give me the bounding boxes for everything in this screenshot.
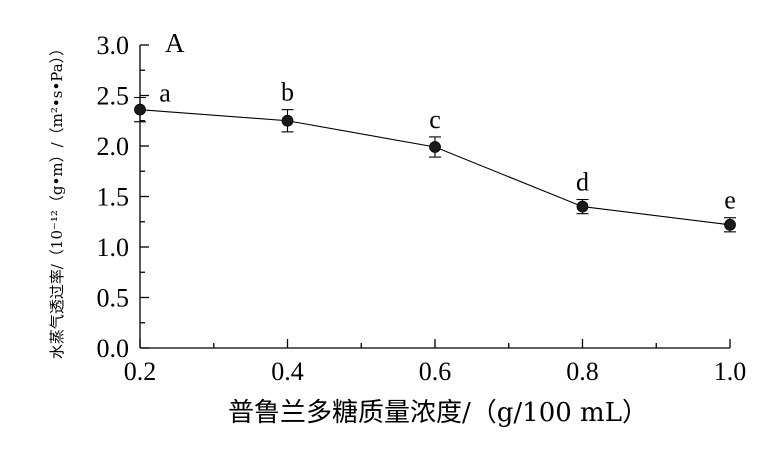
y-tick-label: 0.5 [97, 284, 130, 313]
significance-label: a [159, 79, 171, 108]
x-axis-title: 普鲁兰多糖质量浓度/（g/100 mL） [228, 398, 648, 428]
x-tick-label: 1.0 [714, 357, 747, 386]
data-point [134, 103, 146, 116]
y-tick-label: 0.0 [97, 334, 130, 363]
axes: 0.0 0.5 1.0 1.5 2.0 2.5 3.0 0.2 0.4 0.6 0.8 1.0 [97, 31, 747, 386]
significance-label: c [429, 105, 441, 134]
significance-label: d [576, 168, 589, 197]
data-point [429, 141, 441, 153]
y-tick-label: 3.0 [97, 31, 130, 60]
x-tick-label: 0.4 [271, 357, 304, 386]
x-tick-label: 0.8 [566, 357, 599, 386]
x-tick-label: 0.6 [419, 357, 452, 386]
y-axis-title: 水蒸气透过率/（10⁻¹²（g•m）/（m²•s•Pa）） [48, 41, 66, 359]
series-layer: a b c d e [134, 78, 736, 233]
y-tick-label: 2.0 [97, 132, 130, 161]
data-point [724, 218, 736, 231]
data-point [576, 200, 589, 213]
panel-label: A [165, 28, 185, 58]
x-tick-label: 0.2 [124, 357, 157, 386]
data-point [281, 114, 294, 127]
y-tick-label: 1.0 [97, 233, 130, 262]
significance-label: e [724, 186, 736, 215]
y-tick-label: 2.5 [97, 82, 130, 111]
y-tick-label: 1.5 [97, 183, 130, 212]
significance-label: b [281, 78, 294, 107]
